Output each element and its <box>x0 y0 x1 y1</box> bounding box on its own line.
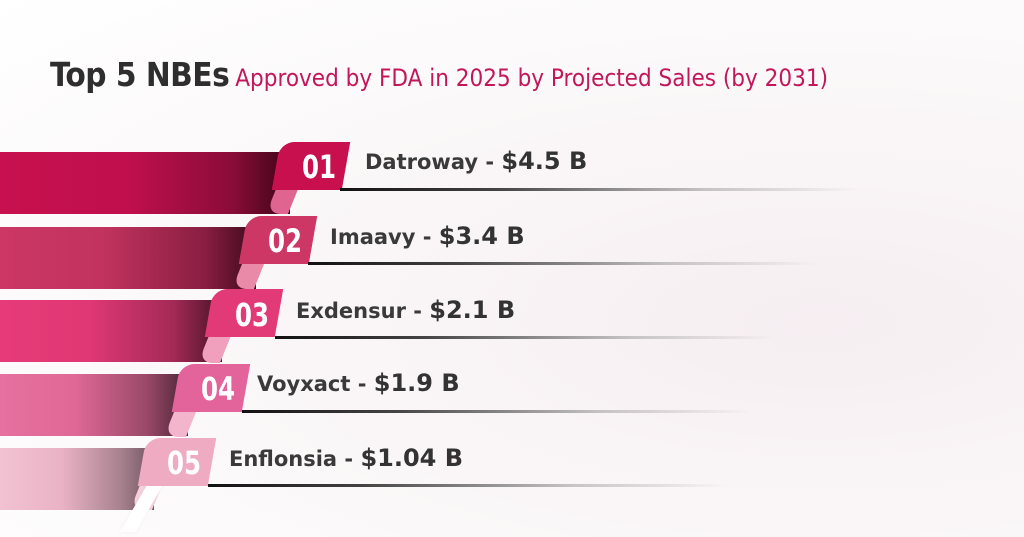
sales-value-3: $2.1 B <box>429 296 516 324</box>
drug-name-4: Voyxact <box>257 372 351 396</box>
ribbon-bar-2 <box>0 227 256 289</box>
ribbon-bar-3 <box>0 300 222 362</box>
underline-3 <box>275 336 775 339</box>
underline-1 <box>340 188 860 191</box>
rank-number-4: 04 <box>200 370 235 408</box>
item-label-1: Datroway - $4.5 B <box>365 147 588 175</box>
rank-number-5: 05 <box>166 444 201 482</box>
item-label-3: Exdensur - $2.1 B <box>296 296 516 324</box>
ribbon-bar-1 <box>0 152 290 214</box>
underline-2 <box>308 262 818 265</box>
drug-name-1: Datroway <box>365 150 479 174</box>
ribbon-bar-4 <box>0 374 188 436</box>
sales-value-2: $3.4 B <box>438 222 525 250</box>
rank-number-2: 02 <box>267 222 302 260</box>
drug-name-3: Exdensur <box>296 299 406 323</box>
rank-number-3: 03 <box>234 296 269 334</box>
sales-value-1: $4.5 B <box>501 147 588 175</box>
sales-value-4: $1.9 B <box>373 369 460 397</box>
ribbon-bar-5 <box>0 448 154 510</box>
underline-4 <box>242 410 752 413</box>
underline-5 <box>208 484 728 487</box>
title-bold: Top 5 NBEs <box>50 55 230 94</box>
item-label-5: Enflonsia - $1.04 B <box>229 444 464 472</box>
item-label-4: Voyxact - $1.9 B <box>257 369 460 397</box>
rank-number-1: 01 <box>301 148 336 186</box>
sales-value-5: $1.04 B <box>360 444 464 472</box>
drug-name-5: Enflonsia <box>229 447 338 471</box>
chart-title: Top 5 NBEs Approved by FDA in 2025 by Pro… <box>50 55 828 94</box>
drug-name-2: Imaavy <box>330 225 416 249</box>
item-label-2: Imaavy - $3.4 B <box>330 222 525 250</box>
title-subtitle: Approved by FDA in 2025 by Projected Sal… <box>235 64 829 92</box>
